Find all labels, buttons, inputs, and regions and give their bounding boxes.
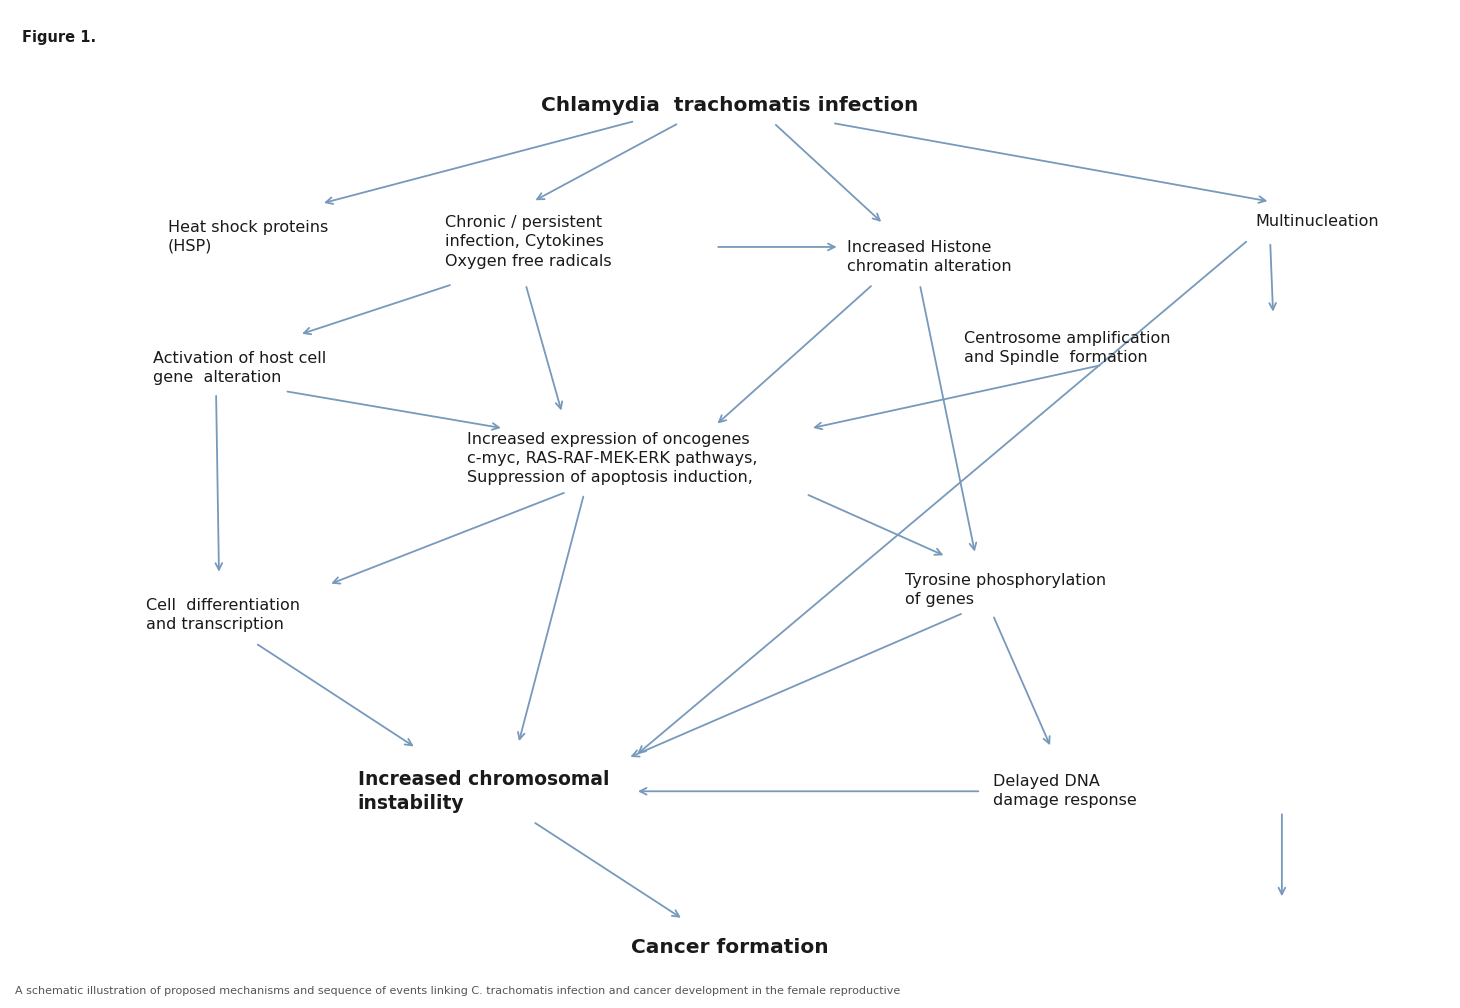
Text: Increased chromosomal
instability: Increased chromosomal instability [358,770,609,812]
Text: A schematic illustration of proposed mechanisms and sequence of events linking C: A schematic illustration of proposed mec… [15,986,899,996]
Text: Chlamydia  trachomatis infection: Chlamydia trachomatis infection [542,97,918,115]
Text: Delayed DNA
damage response: Delayed DNA damage response [993,774,1136,808]
Text: Increased Histone
chromatin alteration: Increased Histone chromatin alteration [847,240,1012,274]
Text: Activation of host cell
gene  alteration: Activation of host cell gene alteration [153,351,327,385]
Text: Cancer formation: Cancer formation [631,938,829,957]
Text: Figure 1.: Figure 1. [22,30,96,45]
Text: Centrosome amplification
and Spindle  formation: Centrosome amplification and Spindle for… [964,331,1169,365]
Text: Multinucleation: Multinucleation [1256,215,1380,229]
Text: Tyrosine phosphorylation
of genes: Tyrosine phosphorylation of genes [905,573,1107,607]
Text: Cell  differentiation
and transcription: Cell differentiation and transcription [146,598,299,632]
Text: Heat shock proteins
(HSP): Heat shock proteins (HSP) [168,220,328,254]
Text: Chronic / persistent
infection, Cytokines
Oxygen free radicals: Chronic / persistent infection, Cytokine… [445,216,612,268]
Text: Increased expression of oncogenes
c-myc, RAS-RAF-MEK-ERK pathways,
Suppression o: Increased expression of oncogenes c-myc,… [467,432,758,485]
